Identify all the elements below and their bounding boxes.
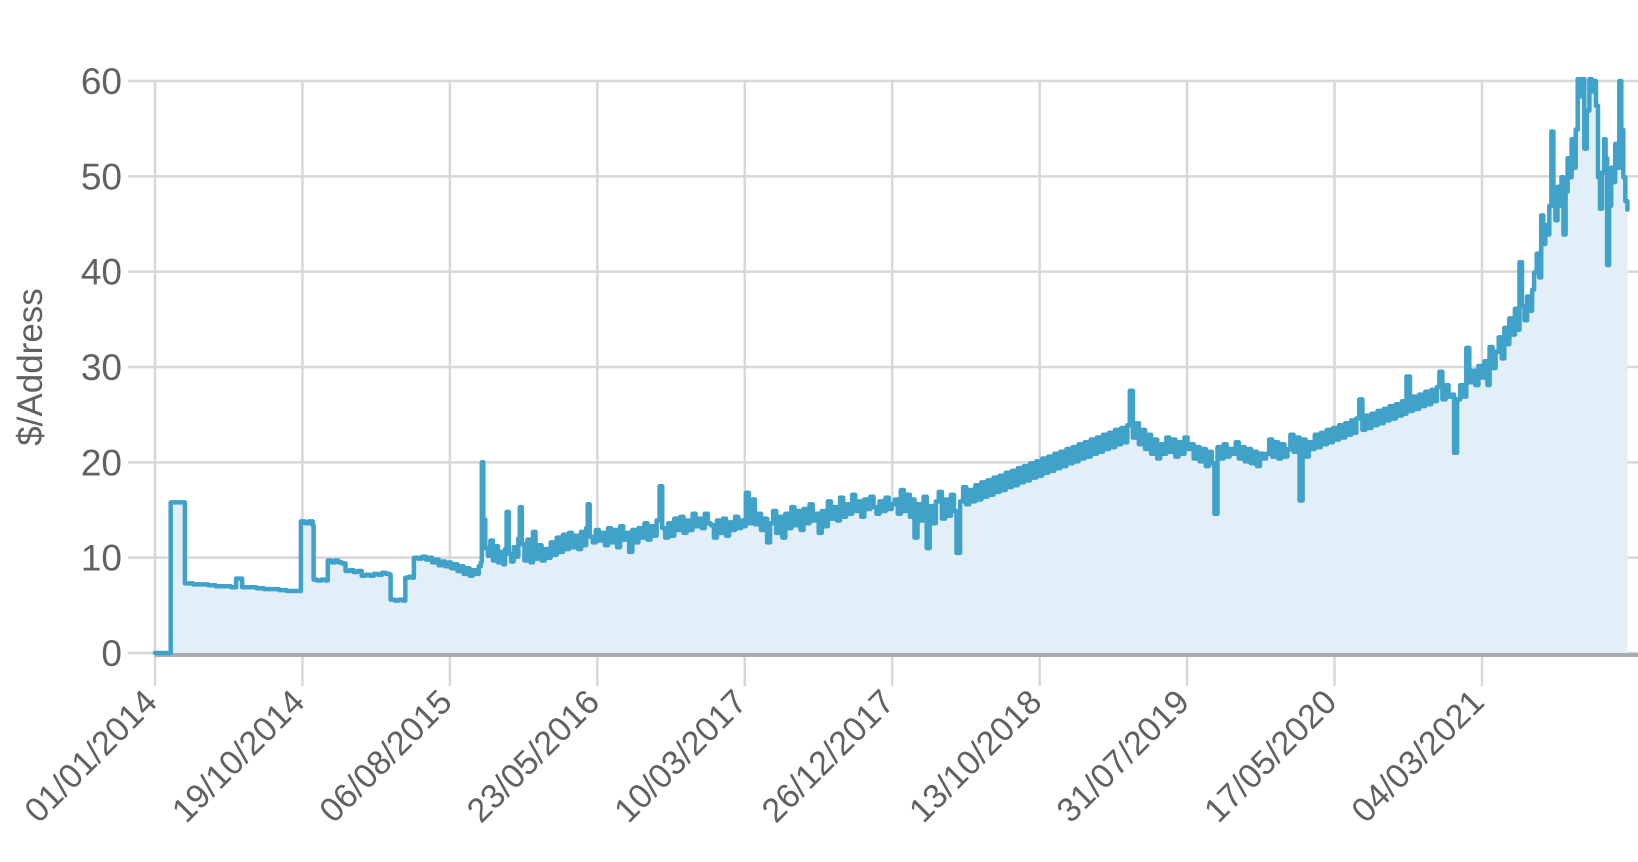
x-tick-label: 31/07/2019 xyxy=(1050,683,1197,830)
x-tick-label: 19/10/2014 xyxy=(165,683,312,830)
y-tick-label: 10 xyxy=(81,538,122,579)
series-line xyxy=(152,76,1630,656)
x-tick-label: 06/08/2015 xyxy=(312,683,459,830)
x-tick-label: 01/01/2014 xyxy=(17,683,164,830)
x-tick-label: 23/05/2016 xyxy=(460,683,607,830)
x-tick-label: 26/12/2017 xyxy=(755,683,902,830)
y-grid: 0 10 20 30 40 50 60 xyxy=(81,61,1638,674)
y-tick-label: 40 xyxy=(81,252,122,293)
x-tick-label: 04/03/2021 xyxy=(1344,683,1491,830)
y-tick-label: 50 xyxy=(81,156,122,197)
x-tick-label: 13/10/2018 xyxy=(902,683,1049,830)
series-area xyxy=(155,79,1628,654)
y-tick-label: 20 xyxy=(81,442,122,483)
y-tick-label: 30 xyxy=(81,347,122,388)
y-tick-label: 60 xyxy=(81,61,122,102)
y-tick-label: 0 xyxy=(101,633,122,674)
x-tick-label: 17/05/2020 xyxy=(1197,683,1344,830)
x-tick-label: 10/03/2017 xyxy=(607,683,754,830)
y-axis-title: $/Address xyxy=(11,288,50,446)
